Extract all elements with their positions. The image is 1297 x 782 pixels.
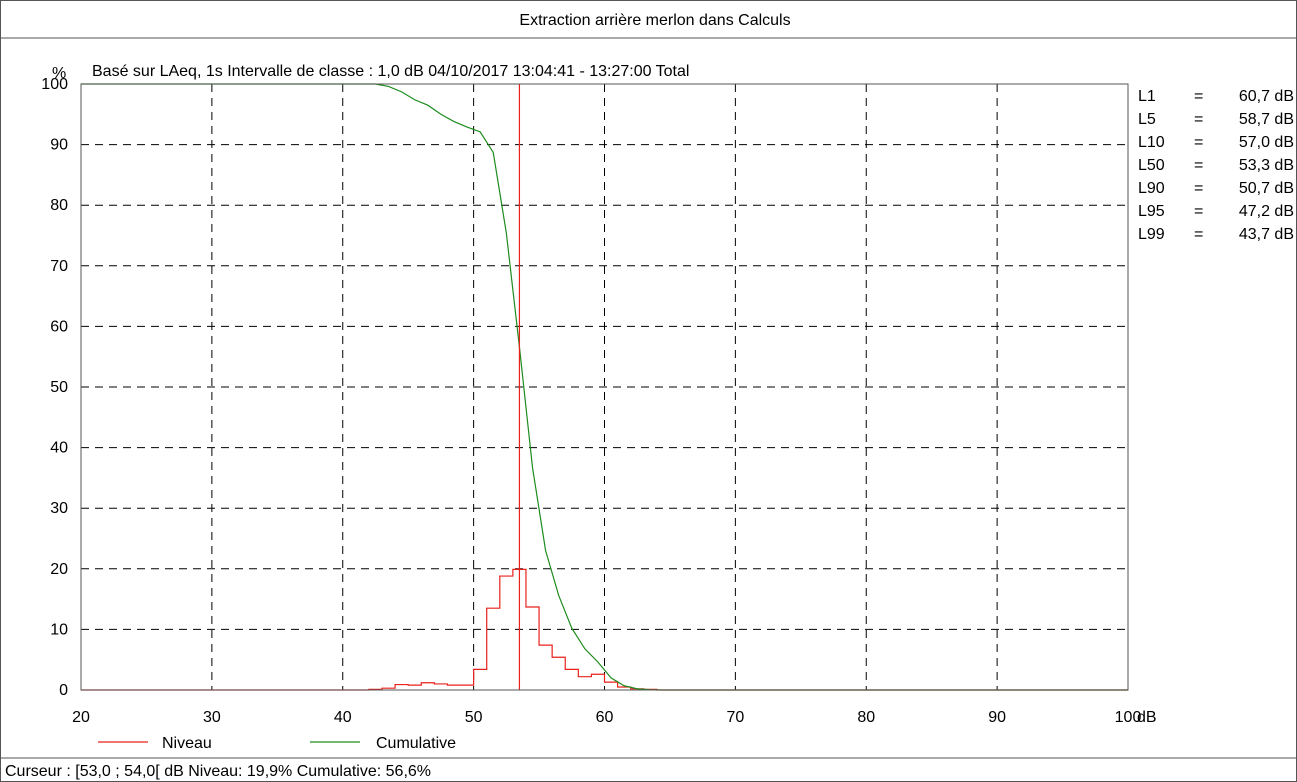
- y-tick-label: 100: [41, 76, 68, 93]
- legend-label-cumulative: Cumulative: [376, 735, 456, 752]
- x-tick-label: 90: [988, 709, 1006, 726]
- stat-equals: =: [1194, 111, 1203, 128]
- x-tick-label: 60: [596, 709, 614, 726]
- stat-row: L95 = 47,2 dB: [1138, 203, 1294, 220]
- stat-label: L50: [1138, 157, 1165, 174]
- grid-lines: [81, 84, 1128, 690]
- x-tick-label: 100: [1115, 709, 1142, 726]
- stat-value: 58,7 dB: [1239, 111, 1294, 128]
- stat-row: L1 = 60,7 dB: [1138, 88, 1294, 105]
- stat-equals: =: [1194, 134, 1203, 151]
- stat-row: L90 = 50,7 dB: [1138, 180, 1294, 197]
- stat-label: L99: [1138, 226, 1165, 243]
- stat-row: L99 = 43,7 dB: [1138, 226, 1294, 243]
- stat-equals: =: [1194, 180, 1203, 197]
- x-tick-label: 70: [726, 709, 744, 726]
- y-tick-labels: 0 10 20 30 40 50 60 70 80 90 100: [41, 76, 68, 699]
- chart-title: Extraction arrière merlon dans Calculs: [519, 12, 790, 29]
- stat-equals: =: [1194, 157, 1203, 174]
- x-axis-unit-label: dB: [1137, 709, 1157, 726]
- y-tick-label: 90: [50, 137, 68, 154]
- percentile-stats-panel: L1 = 60,7 dB L5 = 58,7 dB L10 = 57,0 dB L50 = 53,3 …: [1138, 88, 1294, 243]
- y-tick-label: 10: [50, 621, 68, 638]
- stat-equals: =: [1194, 226, 1203, 243]
- legend: Niveau Cumulative: [98, 735, 456, 752]
- plot-area-frame: [80, 83, 1129, 691]
- stat-value: 50,7 dB: [1239, 180, 1294, 197]
- stat-value: 43,7 dB: [1239, 226, 1294, 243]
- stat-value: 47,2 dB: [1239, 203, 1294, 220]
- y-tick-label: 50: [50, 379, 68, 396]
- y-tick-label: 30: [50, 500, 68, 517]
- x-tick-labels: 20 30 40 50 60 70 80 90 100: [72, 709, 1141, 726]
- x-tick-label: 40: [334, 709, 352, 726]
- stat-value: 53,3 dB: [1239, 157, 1294, 174]
- y-tick-label: 70: [50, 258, 68, 275]
- stat-label: L5: [1138, 111, 1156, 128]
- y-axis-unit-label: %: [52, 65, 66, 82]
- y-tick-label: 60: [50, 318, 68, 335]
- stat-equals: =: [1194, 203, 1203, 220]
- y-tick-label: 40: [50, 440, 68, 457]
- y-tick-label: 80: [50, 197, 68, 214]
- cursor-readout: Curseur : [53,0 ; 54,0[ dB Niveau: 19,9%…: [5, 763, 431, 780]
- stat-row: L5 = 58,7 dB: [1138, 111, 1294, 128]
- stat-row: L50 = 53,3 dB: [1138, 157, 1294, 174]
- stat-value: 57,0 dB: [1239, 134, 1294, 151]
- legend-label-niveau: Niveau: [162, 735, 212, 752]
- stat-label: L90: [1138, 180, 1165, 197]
- chart-subtitle: Basé sur LAeq, 1s Intervalle de classe :…: [92, 63, 689, 80]
- x-tick-label: 80: [857, 709, 875, 726]
- stat-label: L95: [1138, 203, 1165, 220]
- y-tick-label: 0: [59, 682, 68, 699]
- x-tick-label: 30: [203, 709, 221, 726]
- stat-equals: =: [1194, 88, 1203, 105]
- stat-value: 60,7 dB: [1239, 88, 1294, 105]
- stat-row: L10 = 57,0 dB: [1138, 134, 1294, 151]
- y-tick-label: 20: [50, 561, 68, 578]
- x-tick-label: 50: [465, 709, 483, 726]
- stat-label: L1: [1138, 88, 1156, 105]
- x-tick-label: 20: [72, 709, 90, 726]
- stat-label: L10: [1138, 134, 1165, 151]
